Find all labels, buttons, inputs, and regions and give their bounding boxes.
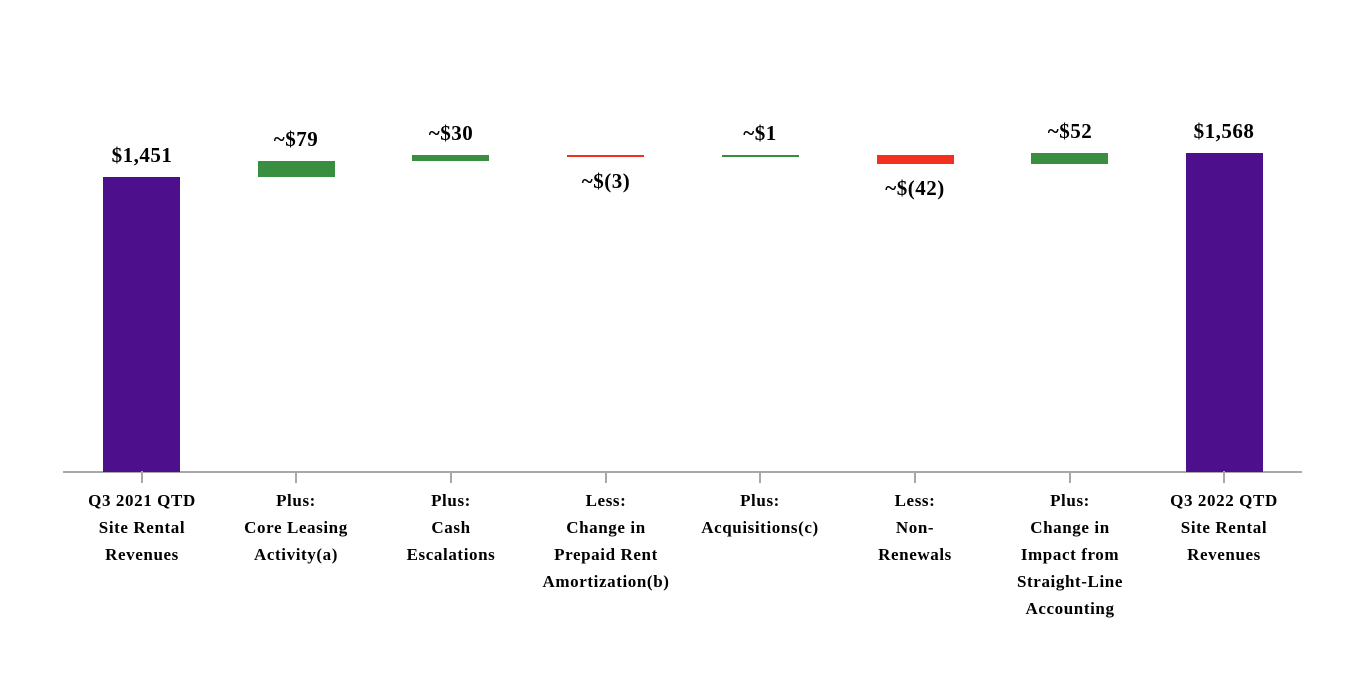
waterfall-bar-2-increase [258,161,335,177]
category-label-7: Plus: Change in Impact from Straight-Lin… [1016,491,1124,618]
category-label-8: Q3 2022 QTD Site Rental Revenues [1170,491,1278,564]
waterfall-bar-3-increase [412,155,489,161]
category-label-6: Less: Non- Renewals [878,491,952,564]
waterfall-bar-6-decrease [877,155,954,164]
waterfall-bar-1-total [103,177,180,472]
bar-value-label-4: ~$(3) [581,169,631,193]
bar-value-label-3: ~$30 [428,121,474,145]
bar-value-label-1: $1,451 [111,143,173,167]
bar-value-label-6: ~$(42) [885,176,945,200]
category-label-3: Plus: Cash Escalations [406,491,496,564]
x-axis-tick-4 [605,471,607,483]
category-label-4: Less: Change in Prepaid Rent Amortizatio… [542,491,670,591]
category-label-2: Plus: Core Leasing Activity(a) [244,491,348,564]
x-axis-line [63,471,1302,473]
category-label-1: Q3 2021 QTD Site Rental Revenues [88,491,196,564]
bar-value-label-8: $1,568 [1193,119,1255,143]
x-axis-tick-2 [295,471,297,483]
bar-value-label-5: ~$1 [743,121,777,145]
x-axis-tick-7 [1069,471,1071,483]
x-axis-tick-6 [914,471,916,483]
x-axis-tick-5 [759,471,761,483]
x-axis-tick-1 [141,471,143,483]
x-axis-tick-8 [1223,471,1225,483]
x-axis-tick-3 [450,471,452,483]
waterfall-bar-8-total [1186,153,1263,472]
bar-value-label-7: ~$52 [1047,119,1093,143]
waterfall-bar-5-increase [722,155,799,157]
waterfall-bar-7-increase [1031,153,1108,164]
category-label-5: Plus: Acquisitions(c) [701,491,819,537]
waterfall-bar-4-decrease [567,155,644,157]
bar-value-label-2: ~$79 [273,127,319,151]
